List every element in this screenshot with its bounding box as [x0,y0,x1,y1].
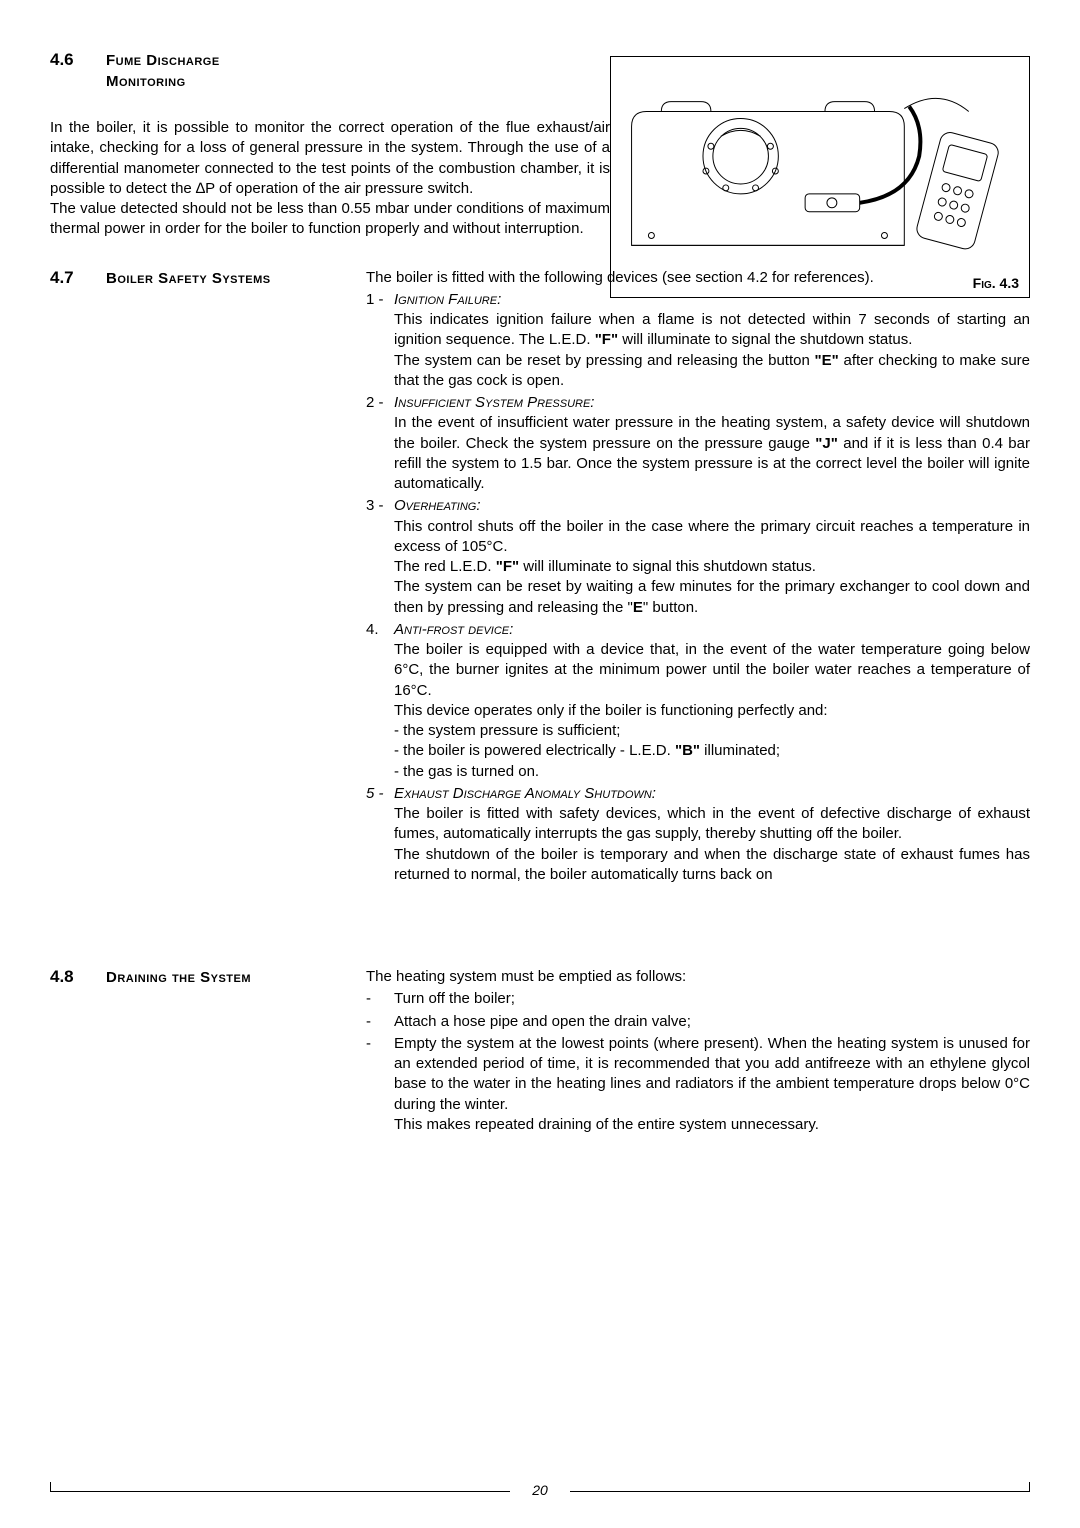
safety-item-4-body: The boiler is equipped with a device tha… [366,640,1030,701]
safety-item-4: 4. Anti-frost device: [366,620,1030,640]
section-4-7-content: The boiler is fitted with the following … [366,268,1030,886]
safety-item-5: 5 - Exhaust Discharge Anomaly Shutdown: [366,784,1030,804]
section-number: 4.7 [50,268,106,288]
safety-item-2-body: In the event of insufficient water press… [366,413,1030,494]
drain-step-3: - Empty the system at the lowest points … [366,1034,1030,1115]
safety-item-1-body: This indicates ignition failure when a f… [366,310,1030,351]
section-number: 4.8 [50,967,106,987]
section-title: Draining the System [106,967,366,988]
safety-item-3: 3 - Overheating: [366,496,1030,516]
section-4-6-para2: The value detected should not be less th… [50,199,610,240]
safety-item-5-body2: The shutdown of the boiler is temporary … [366,845,1030,886]
safety-item-4-dash1: - the system pressure is sufficient; [366,721,1030,741]
section-4-8-content: The heating system must be emptied as fo… [366,967,1030,1135]
section-4-8-intro: The heating system must be emptied as fo… [366,967,1030,987]
figure-box: Fig. 4.3 [610,56,1030,298]
figure-illustration [611,57,1029,297]
drain-step-2: - Attach a hose pipe and open the drain … [366,1012,1030,1032]
safety-item-3-body2: The red L.E.D. "F" will illuminate to si… [366,557,1030,577]
safety-item-5-body: The boiler is fitted with safety devices… [366,804,1030,845]
section-title: Boiler Safety Systems [106,268,366,289]
figure-label: Fig. 4.3 [973,275,1019,291]
section-4-8: 4.8 Draining the System The heating syst… [50,967,1030,1135]
section-title: Fume Discharge Monitoring [106,50,220,92]
page-number: 20 [0,1482,1080,1498]
safety-item-4-dash3: - the gas is turned on. [366,762,1030,782]
safety-item-4-dash2: - the boiler is powered electrically - L… [366,741,1030,761]
safety-item-3-body3: The system can be reset by waiting a few… [366,577,1030,618]
section-4-6-para1: In the boiler, it is possible to monitor… [50,118,610,199]
safety-item-3-body: This control shuts off the boiler in the… [366,517,1030,558]
section-4-8-closing: This makes repeated draining of the enti… [366,1115,1030,1135]
safety-item-1-body2: The system can be reset by pressing and … [366,351,1030,392]
section-number: 4.6 [50,50,106,70]
drain-step-1: - Turn off the boiler; [366,989,1030,1009]
safety-item-2: 2 - Insufficient System Pressure: [366,393,1030,413]
section-4-7: 4.7 Boiler Safety Systems The boiler is … [50,268,1030,886]
safety-item-4-body2: This device operates only if the boiler … [366,701,1030,721]
